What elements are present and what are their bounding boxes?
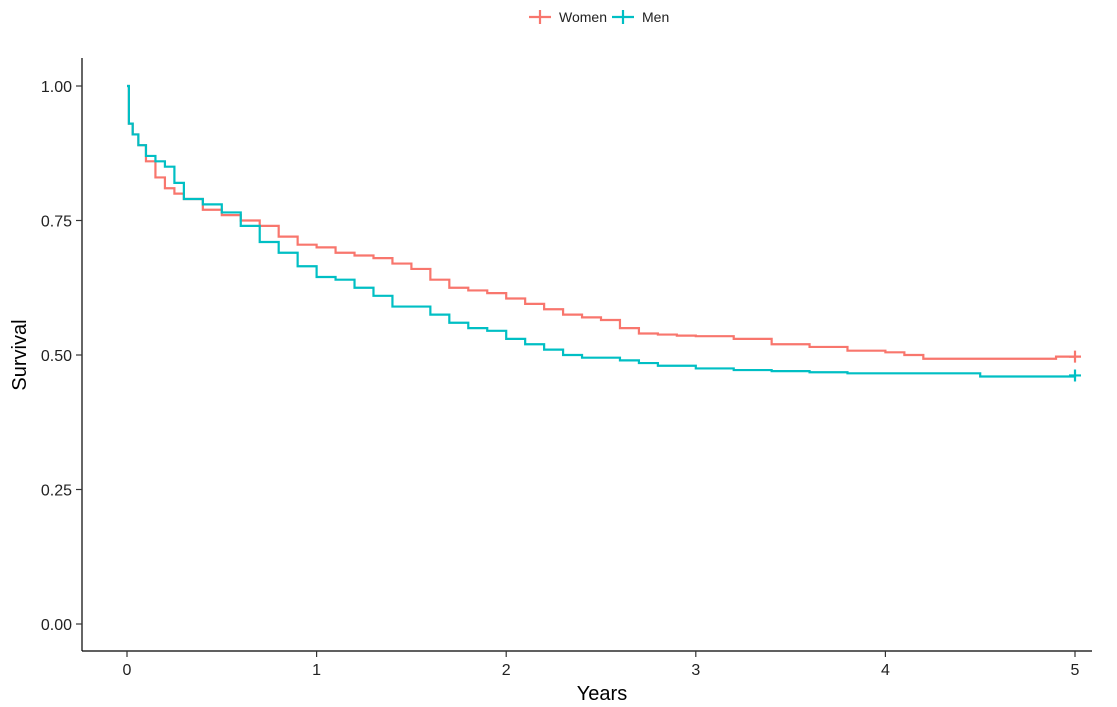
legend-label-men: Men bbox=[642, 9, 669, 25]
legend-key-women bbox=[529, 10, 551, 24]
legend-label-women: Women bbox=[559, 9, 607, 25]
x-ticks: 0 1 2 3 4 5 bbox=[123, 651, 1080, 679]
y-ticks: 0.00 0.25 0.50 0.75 1.00 bbox=[41, 79, 82, 634]
y-tick-label: 0.50 bbox=[41, 348, 72, 365]
y-tick-label: 1.00 bbox=[41, 79, 72, 96]
x-axis-title: Years bbox=[577, 683, 627, 705]
x-tick-label: 1 bbox=[312, 662, 321, 679]
y-tick-label: 0.75 bbox=[41, 214, 72, 231]
y-tick-label: 0.25 bbox=[41, 483, 72, 500]
x-tick-label: 5 bbox=[1071, 662, 1080, 679]
legend-key-men bbox=[612, 10, 634, 24]
legend: Women Men bbox=[529, 9, 669, 25]
plot-area bbox=[127, 84, 1081, 382]
y-tick-label: 0.00 bbox=[41, 617, 72, 634]
x-tick-label: 3 bbox=[691, 662, 700, 679]
y-axis-title: Survival bbox=[9, 319, 31, 390]
series-line-men bbox=[127, 84, 1077, 378]
censor-mark-women bbox=[1069, 350, 1081, 363]
x-tick-label: 0 bbox=[123, 662, 132, 679]
censor-mark-men bbox=[1069, 369, 1081, 382]
x-tick-label: 2 bbox=[502, 662, 511, 679]
x-tick-label: 4 bbox=[881, 662, 890, 679]
